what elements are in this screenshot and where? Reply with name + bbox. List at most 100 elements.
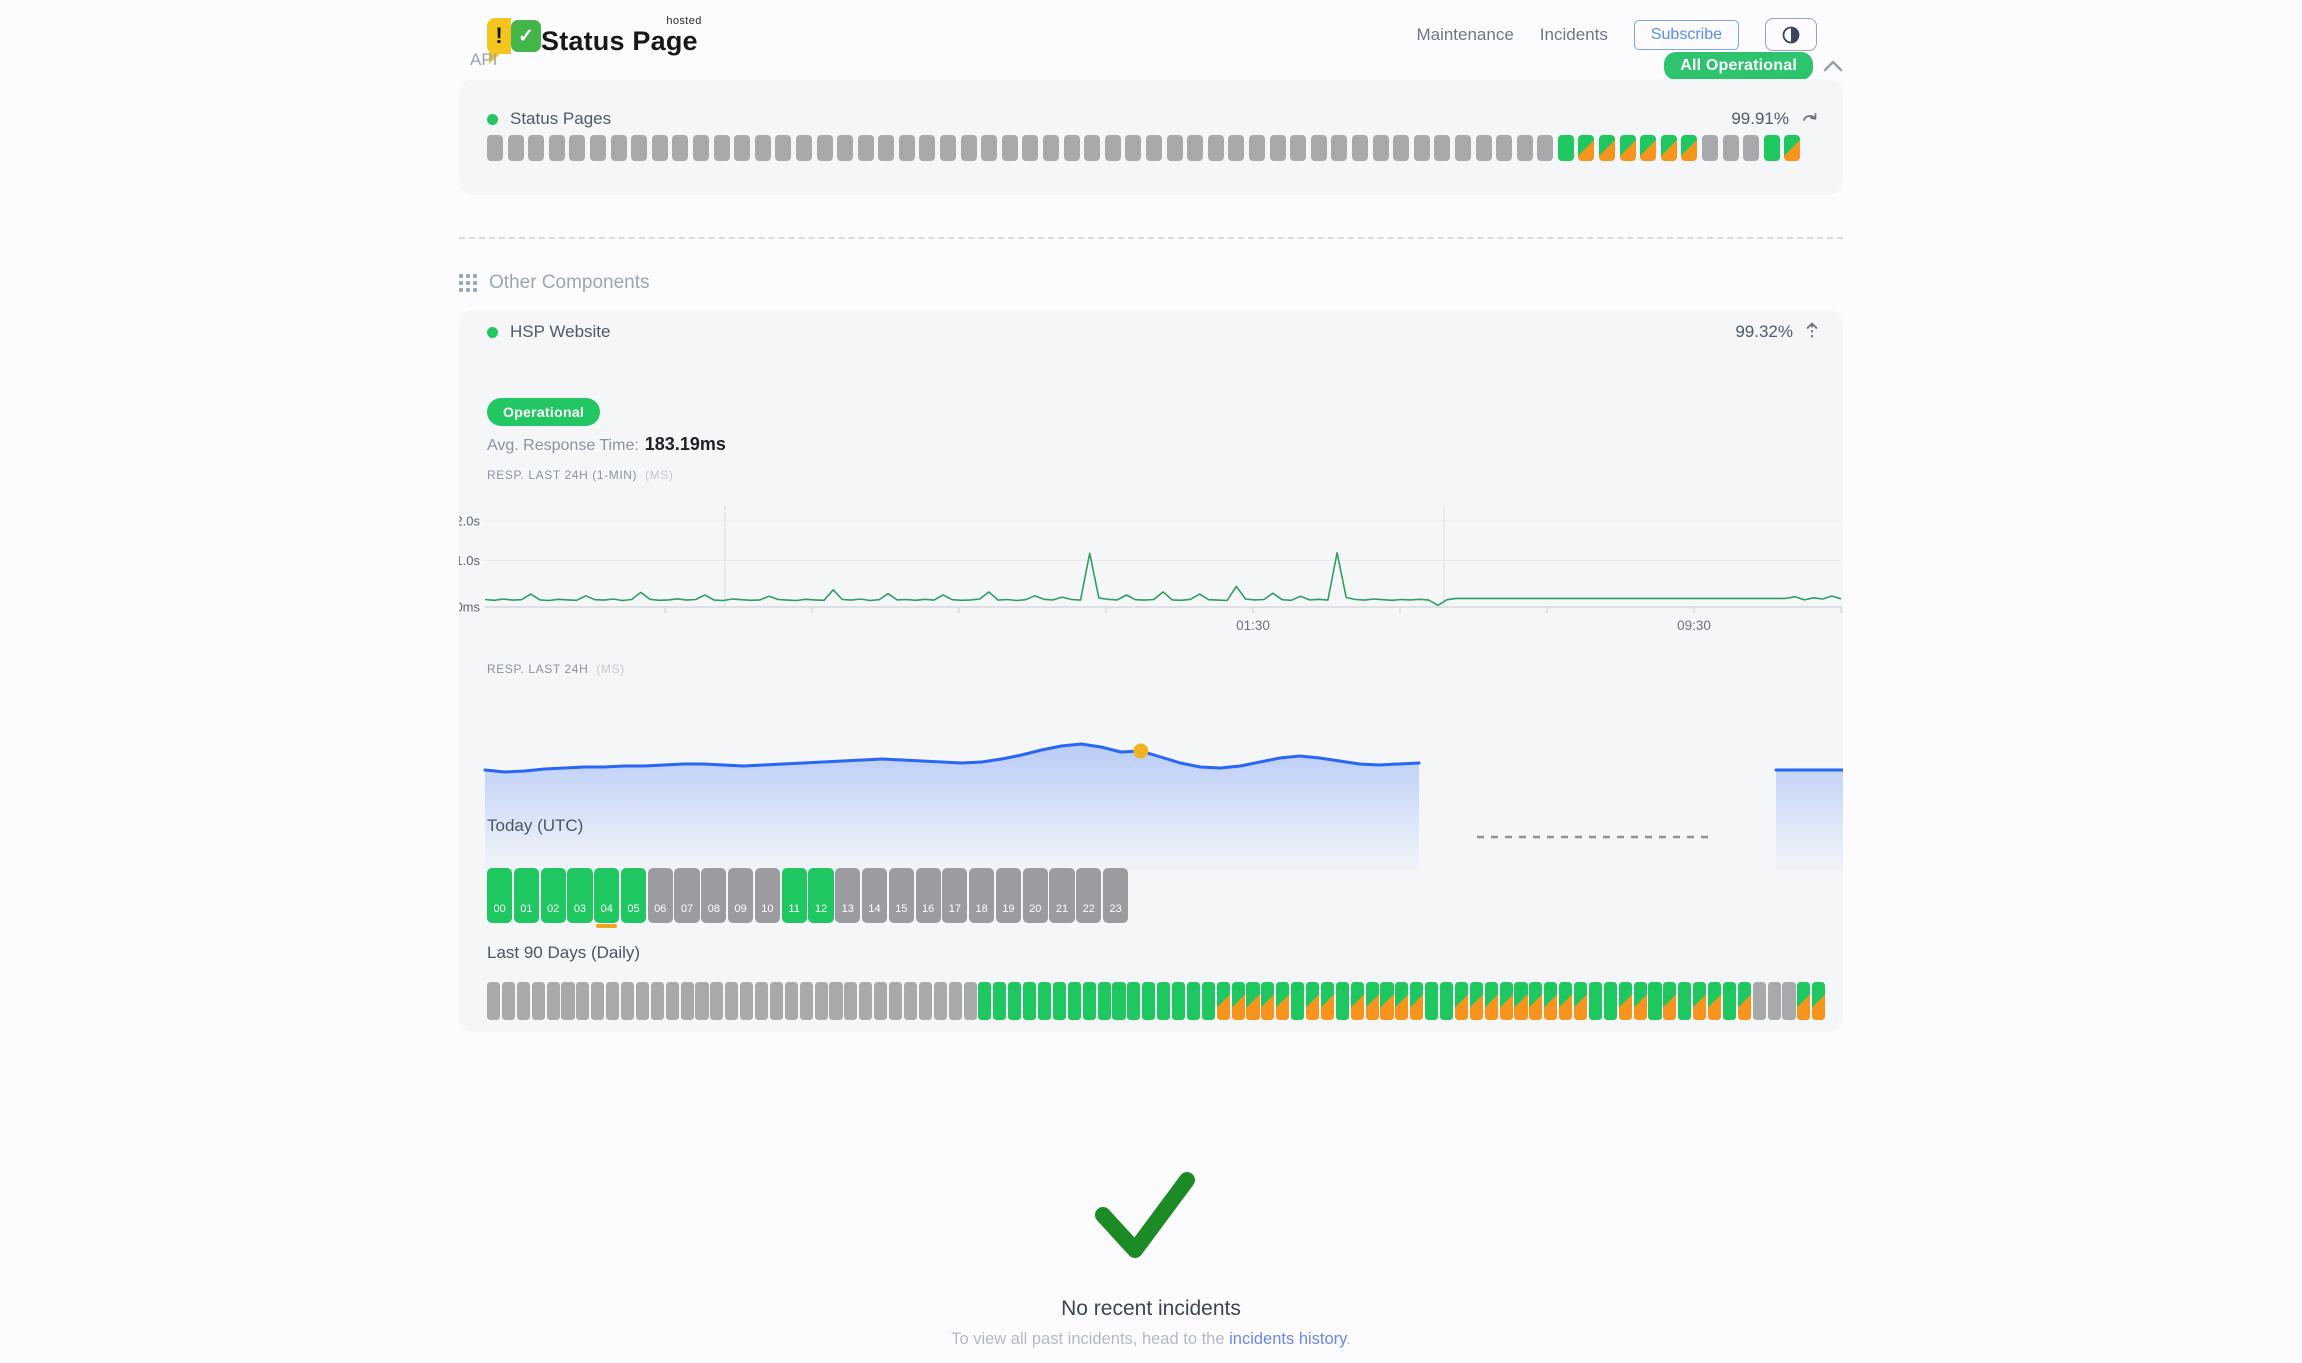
uptime-cell-nodata xyxy=(734,135,751,161)
uptrend-arrow-icon[interactable] xyxy=(1805,322,1819,342)
hour-cell-09: 09 xyxy=(728,868,754,923)
response-time-area-chart xyxy=(483,742,1843,870)
uptime-cell-nodata xyxy=(1104,135,1121,161)
uptime-cell-nodata xyxy=(814,982,828,1020)
subscribe-button[interactable]: Subscribe xyxy=(1633,19,1739,50)
hour-cell-18: 18 xyxy=(969,868,995,923)
uptime-cell-nodata xyxy=(755,982,769,1020)
uptime-cell-nodata xyxy=(829,982,843,1020)
footer-text: To view all past incidents, head to the xyxy=(951,1330,1230,1348)
avg-response-value: 183.19ms xyxy=(644,434,726,454)
hour-label: 03 xyxy=(573,903,587,915)
uptime-cell-nodata xyxy=(844,982,858,1020)
uptime-cell-degraded xyxy=(1231,982,1245,1020)
uptime-cell-degraded xyxy=(1380,982,1394,1020)
uptime-cell-nodata xyxy=(859,982,873,1020)
chart2-unit: (MS) xyxy=(596,662,625,676)
uptime-cell-nodata xyxy=(665,982,679,1020)
uptime-cell-nodata xyxy=(775,135,792,161)
hour-cell-08: 08 xyxy=(701,868,727,923)
hour-cell-16: 16 xyxy=(915,868,941,923)
status-badge: Operational xyxy=(487,398,601,426)
uptime-bar xyxy=(487,135,1801,161)
uptime-cell-nodata xyxy=(754,135,771,161)
uptime-cell-degraded xyxy=(1599,135,1616,161)
uptime-cell-nodata xyxy=(795,135,812,161)
uptime-cell-nodata xyxy=(784,982,798,1020)
chart-marker-dot[interactable] xyxy=(1133,743,1149,759)
refresh-icon[interactable] xyxy=(1801,111,1819,127)
uptime-cell-nodata xyxy=(799,982,813,1020)
chevron-up-icon[interactable] xyxy=(1823,59,1843,73)
uptime-cell-degraded xyxy=(1784,135,1801,161)
uptime-cell-degraded xyxy=(1633,982,1647,1020)
uptime-cell-degraded xyxy=(1797,982,1811,1020)
component-row[interactable]: HSP Website 99.32% xyxy=(487,322,1819,342)
hour-cell-19: 19 xyxy=(995,868,1022,923)
speech-bubble-tail xyxy=(489,52,502,64)
uptime-cell-nodata xyxy=(591,982,605,1020)
big-check-icon xyxy=(1095,1172,1195,1258)
uptime-cell-up xyxy=(1008,982,1022,1020)
uptime-cell-nodata xyxy=(672,135,689,161)
hour-cell-05: 05 xyxy=(620,868,647,923)
uptime-cell-nodata xyxy=(1702,135,1719,161)
uptime-cell-nodata xyxy=(487,135,503,161)
uptime-cell-nodata xyxy=(948,982,962,1020)
check-icon: ✓ xyxy=(511,20,541,52)
hour-label: 01 xyxy=(520,903,533,915)
uptime-cell-nodata xyxy=(1537,135,1554,161)
other-components-header: Other Components xyxy=(459,272,650,294)
hour-label: 20 xyxy=(1029,903,1042,915)
chart2-title: RESP. LAST 24H xyxy=(487,662,589,676)
svg-text:2.0s: 2.0s xyxy=(459,514,480,529)
uptime-cell-degraded xyxy=(1499,982,1513,1020)
hour-label: 08 xyxy=(707,903,720,915)
uptime-cell-nodata xyxy=(1187,135,1204,161)
uptime-cell-up xyxy=(1067,982,1081,1020)
uptime-cell-degraded xyxy=(1246,982,1260,1020)
uptime-cell-nodata xyxy=(631,135,648,161)
uptime-cell-nodata xyxy=(940,135,957,161)
theme-toggle-button[interactable] xyxy=(1765,18,1817,51)
hour-cell-11: 11 xyxy=(781,868,807,923)
uptime-cell-degraded xyxy=(1514,982,1528,1020)
incidents-history-link[interactable]: incidents history xyxy=(1229,1330,1347,1348)
nav-incidents[interactable]: Incidents xyxy=(1539,24,1608,44)
uptime-cell-nodata xyxy=(507,135,524,161)
uptime-cell-nodata xyxy=(725,982,739,1020)
uptime-cell-nodata xyxy=(695,982,709,1020)
brand-title: Status Page xyxy=(541,26,698,56)
uptime-cell-nodata xyxy=(1166,135,1183,161)
no-incidents-title: No recent incidents xyxy=(1061,1297,1241,1320)
uptime-cell-nodata xyxy=(1290,135,1307,161)
component-row[interactable]: Status Pages 99.91% xyxy=(487,109,1819,129)
uptime-cell-nodata xyxy=(1043,135,1060,161)
uptime-cell-degraded xyxy=(1812,982,1826,1020)
hour-label: 18 xyxy=(975,903,988,915)
brand-superscript: hosted xyxy=(666,15,702,27)
other-components-title: Other Components xyxy=(489,272,650,293)
brand-logo[interactable]: ! ✓ Status Page hosted xyxy=(487,15,702,64)
component-name: Status Pages xyxy=(510,109,612,128)
chart1-unit: (MS) xyxy=(645,468,674,482)
uptime-cell-nodata xyxy=(898,135,915,161)
uptime-cell-nodata xyxy=(1434,135,1451,161)
uptime-cell-up xyxy=(1335,982,1349,1020)
uptime-cell-degraded xyxy=(1708,982,1722,1020)
hour-cell-22: 22 xyxy=(1076,868,1102,923)
uptime-cell-nodata xyxy=(569,135,586,161)
uptime-cell-nodata xyxy=(680,982,694,1020)
uptime-cell-nodata xyxy=(981,135,998,161)
hour-label: 11 xyxy=(788,903,800,915)
nav-maintenance[interactable]: Maintenance xyxy=(1416,24,1514,44)
uptime-cell-nodata xyxy=(1393,135,1410,161)
hour-label: 12 xyxy=(814,903,828,915)
hour-label: 15 xyxy=(895,903,908,915)
hour-label: 21 xyxy=(1055,903,1069,915)
hour-cell-21: 21 xyxy=(1049,868,1075,923)
hsp-website-card: HSP Website 99.32% Operational Avg. Resp… xyxy=(459,310,1843,1032)
uptime-cell-up xyxy=(1157,982,1171,1020)
uptime-cell-degraded xyxy=(1640,135,1657,161)
